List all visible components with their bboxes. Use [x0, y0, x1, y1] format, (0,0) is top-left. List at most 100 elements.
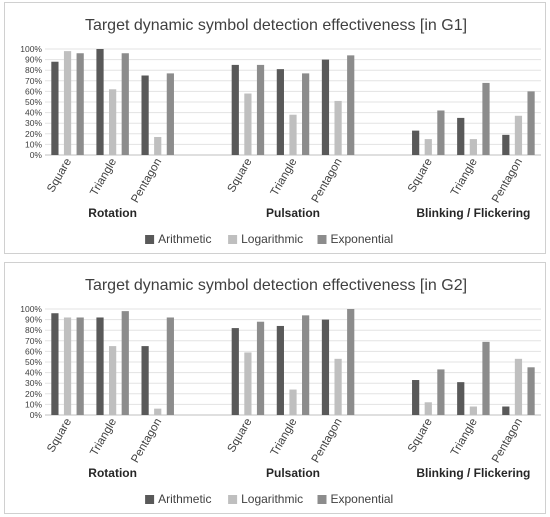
chart-panel-g1: Target dynamic symbol detection effectiv… [4, 2, 546, 254]
bar-arithmetic [276, 325, 284, 415]
x-category-label: Square [406, 157, 435, 195]
legend-label: Arithmetic [158, 232, 211, 246]
legend-swatch [317, 235, 327, 244]
bar-exponential [76, 317, 84, 415]
y-tick-label: 70% [25, 76, 42, 86]
legend-label: Logarithmic [241, 492, 303, 506]
bar-logarithmic [469, 406, 477, 415]
x-category-label: Pentagon [490, 157, 525, 206]
legend-swatch [145, 495, 155, 504]
y-tick-label: 0% [30, 150, 43, 160]
bar-logarithmic [63, 51, 72, 156]
y-tick-label: 10% [25, 399, 42, 409]
bar-exponential [437, 369, 445, 415]
bar-logarithmic [289, 389, 297, 415]
x-category-label: Pentagon [129, 157, 164, 206]
y-tick-label: 0% [30, 410, 43, 420]
x-category-label: Pentagon [490, 417, 525, 466]
y-tick-label: 40% [25, 368, 42, 378]
chart-panel-g2: Target dynamic symbol detection effectiv… [4, 262, 546, 514]
bar-exponential [482, 82, 490, 155]
y-tick-label: 60% [25, 346, 42, 356]
bar-exponential [347, 55, 355, 155]
chart-g1: Target dynamic symbol detection effectiv… [20, 17, 541, 246]
x-category-label: Square [226, 417, 255, 455]
x-category-label: Triangle [449, 157, 480, 199]
group-label: Pulsation [266, 466, 320, 480]
x-category-label: Square [406, 417, 435, 455]
bar-logarithmic [424, 402, 432, 415]
bar-logarithmic [154, 408, 162, 415]
bar-logarithmic [334, 100, 342, 155]
bar-exponential [527, 367, 535, 415]
bar-arithmetic [231, 64, 239, 155]
bar-arithmetic [96, 49, 104, 155]
bar-logarithmic [154, 136, 162, 155]
group-label: Blinking / Flickering [416, 206, 530, 220]
y-tick-label: 30% [25, 378, 42, 388]
group-label: Rotation [88, 206, 137, 220]
legend-label: Exponential [331, 232, 394, 246]
legend-label: Arithmetic [158, 492, 211, 506]
bar-logarithmic [469, 139, 477, 155]
group-label: Blinking / Flickering [416, 466, 530, 480]
legend-label: Exponential [331, 492, 394, 506]
bar-logarithmic [244, 93, 252, 155]
bar-exponential [166, 73, 174, 155]
bar-logarithmic [109, 346, 117, 415]
bar-exponential [437, 110, 445, 155]
y-tick-label: 50% [25, 357, 42, 367]
y-tick-label: 70% [25, 336, 42, 346]
y-tick-label: 30% [25, 118, 42, 128]
x-category-label: Triangle [449, 417, 480, 459]
bar-arithmetic [51, 61, 59, 155]
x-category-label: Triangle [88, 157, 119, 199]
bar-logarithmic [289, 114, 297, 155]
x-category-label: Square [45, 417, 74, 455]
y-tick-label: 20% [25, 389, 42, 399]
y-tick-label: 60% [25, 86, 42, 96]
y-tick-label: 80% [25, 65, 42, 75]
bar-logarithmic [109, 89, 117, 155]
bar-arithmetic [502, 134, 510, 155]
x-category-label: Triangle [269, 417, 300, 459]
x-category-label: Triangle [88, 417, 119, 459]
bar-exponential [76, 53, 84, 155]
y-tick-label: 90% [25, 55, 42, 65]
bar-arithmetic [457, 382, 465, 415]
bar-arithmetic [412, 380, 420, 415]
group-label: Rotation [88, 466, 137, 480]
x-category-label: Triangle [269, 157, 300, 199]
bar-arithmetic [141, 75, 149, 155]
group-label: Pulsation [266, 206, 320, 220]
x-category-label: Square [45, 157, 74, 195]
bar-arithmetic [321, 319, 330, 415]
x-category-label: Square [226, 157, 255, 195]
legend-swatch [145, 235, 155, 244]
y-tick-label: 100% [20, 44, 42, 54]
chart-title: Target dynamic symbol detection effectiv… [85, 17, 467, 34]
bar-exponential [121, 311, 129, 415]
bar-logarithmic [514, 358, 523, 415]
bar-arithmetic [96, 317, 104, 415]
legend-swatch [317, 495, 327, 504]
bar-arithmetic [321, 59, 330, 155]
bar-exponential [527, 91, 535, 155]
legend-swatch [228, 495, 238, 504]
bar-exponential [347, 309, 355, 415]
bar-arithmetic [276, 69, 284, 155]
bar-exponential [302, 315, 310, 415]
bar-logarithmic [244, 352, 252, 415]
bar-logarithmic [514, 115, 523, 155]
chart-title: Target dynamic symbol detection effectiv… [85, 277, 467, 294]
y-tick-label: 40% [25, 108, 42, 118]
bar-logarithmic [63, 317, 72, 415]
x-category-label: Pentagon [129, 417, 164, 466]
bar-logarithmic [424, 139, 432, 155]
y-tick-label: 100% [20, 304, 42, 314]
bar-exponential [256, 64, 265, 155]
y-tick-label: 90% [25, 315, 42, 325]
chart-g2: Target dynamic symbol detection effectiv… [20, 277, 541, 506]
bar-arithmetic [457, 117, 465, 155]
bar-exponential [302, 73, 310, 155]
